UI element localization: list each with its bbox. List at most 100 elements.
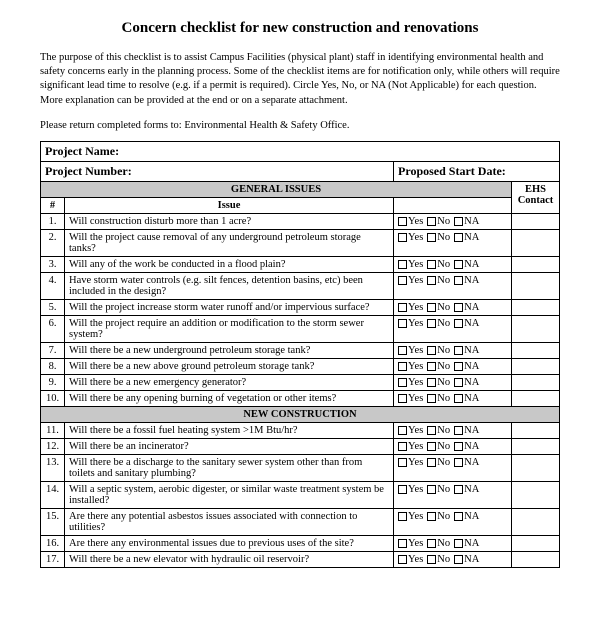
checkbox-na[interactable] (454, 426, 463, 435)
option-no[interactable]: No (427, 425, 450, 436)
checkbox-yes[interactable] (398, 426, 407, 435)
ehs-cell[interactable] (512, 229, 560, 256)
option-yes[interactable]: Yes (398, 345, 423, 356)
option-no[interactable]: No (427, 361, 450, 372)
checkbox-no[interactable] (427, 394, 436, 403)
checkbox-no[interactable] (427, 362, 436, 371)
checkbox-no[interactable] (427, 319, 436, 328)
option-na[interactable]: NA (454, 441, 479, 452)
checkbox-yes[interactable] (398, 458, 407, 467)
ehs-cell[interactable] (512, 481, 560, 508)
option-na[interactable]: NA (454, 259, 479, 270)
option-yes[interactable]: Yes (398, 554, 423, 565)
ehs-cell[interactable] (512, 454, 560, 481)
option-yes[interactable]: Yes (398, 275, 423, 286)
option-yes[interactable]: Yes (398, 259, 423, 270)
option-no[interactable]: No (427, 232, 450, 243)
option-no[interactable]: No (427, 259, 450, 270)
checkbox-no[interactable] (427, 233, 436, 242)
ehs-cell[interactable] (512, 438, 560, 454)
checkbox-yes[interactable] (398, 217, 407, 226)
option-yes[interactable]: Yes (398, 425, 423, 436)
checkbox-no[interactable] (427, 539, 436, 548)
option-yes[interactable]: Yes (398, 484, 423, 495)
ehs-cell[interactable] (512, 390, 560, 406)
checkbox-yes[interactable] (398, 555, 407, 564)
option-na[interactable]: NA (454, 484, 479, 495)
checkbox-na[interactable] (454, 319, 463, 328)
project-number-cell[interactable]: Project Number: (41, 161, 394, 181)
checkbox-no[interactable] (427, 555, 436, 564)
option-na[interactable]: NA (454, 393, 479, 404)
ehs-cell[interactable] (512, 213, 560, 229)
option-no[interactable]: No (427, 318, 450, 329)
option-na[interactable]: NA (454, 511, 479, 522)
option-no[interactable]: No (427, 484, 450, 495)
checkbox-na[interactable] (454, 233, 463, 242)
option-no[interactable]: No (427, 511, 450, 522)
checkbox-na[interactable] (454, 539, 463, 548)
ehs-cell[interactable] (512, 422, 560, 438)
option-na[interactable]: NA (454, 216, 479, 227)
ehs-cell[interactable] (512, 272, 560, 299)
option-yes[interactable]: Yes (398, 377, 423, 388)
option-na[interactable]: NA (454, 361, 479, 372)
option-yes[interactable]: Yes (398, 538, 423, 549)
option-yes[interactable]: Yes (398, 441, 423, 452)
option-no[interactable]: No (427, 377, 450, 388)
checkbox-yes[interactable] (398, 233, 407, 242)
checkbox-na[interactable] (454, 394, 463, 403)
option-na[interactable]: NA (454, 377, 479, 388)
checkbox-no[interactable] (427, 276, 436, 285)
checkbox-yes[interactable] (398, 260, 407, 269)
option-yes[interactable]: Yes (398, 393, 423, 404)
checkbox-yes[interactable] (398, 485, 407, 494)
option-na[interactable]: NA (454, 232, 479, 243)
checkbox-yes[interactable] (398, 442, 407, 451)
option-no[interactable]: No (427, 538, 450, 549)
checkbox-yes[interactable] (398, 378, 407, 387)
option-no[interactable]: No (427, 554, 450, 565)
checkbox-yes[interactable] (398, 319, 407, 328)
checkbox-na[interactable] (454, 378, 463, 387)
option-na[interactable]: NA (454, 554, 479, 565)
option-yes[interactable]: Yes (398, 232, 423, 243)
checkbox-na[interactable] (454, 346, 463, 355)
option-yes[interactable]: Yes (398, 302, 423, 313)
checkbox-no[interactable] (427, 426, 436, 435)
checkbox-no[interactable] (427, 378, 436, 387)
checkbox-no[interactable] (427, 442, 436, 451)
checkbox-no[interactable] (427, 512, 436, 521)
checkbox-yes[interactable] (398, 394, 407, 403)
proposed-start-cell[interactable]: Proposed Start Date: (394, 161, 560, 181)
option-no[interactable]: No (427, 457, 450, 468)
option-yes[interactable]: Yes (398, 511, 423, 522)
ehs-cell[interactable] (512, 535, 560, 551)
project-name-cell[interactable]: Project Name: (41, 141, 560, 161)
checkbox-no[interactable] (427, 346, 436, 355)
checkbox-na[interactable] (454, 276, 463, 285)
ehs-cell[interactable] (512, 299, 560, 315)
option-yes[interactable]: Yes (398, 216, 423, 227)
option-na[interactable]: NA (454, 275, 479, 286)
checkbox-yes[interactable] (398, 303, 407, 312)
option-na[interactable]: NA (454, 538, 479, 549)
option-no[interactable]: No (427, 302, 450, 313)
ehs-cell[interactable] (512, 315, 560, 342)
option-no[interactable]: No (427, 216, 450, 227)
ehs-cell[interactable] (512, 374, 560, 390)
option-na[interactable]: NA (454, 425, 479, 436)
checkbox-no[interactable] (427, 303, 436, 312)
checkbox-no[interactable] (427, 260, 436, 269)
checkbox-na[interactable] (454, 555, 463, 564)
option-yes[interactable]: Yes (398, 361, 423, 372)
ehs-cell[interactable] (512, 508, 560, 535)
option-yes[interactable]: Yes (398, 457, 423, 468)
checkbox-na[interactable] (454, 260, 463, 269)
option-no[interactable]: No (427, 393, 450, 404)
checkbox-na[interactable] (454, 362, 463, 371)
option-na[interactable]: NA (454, 345, 479, 356)
checkbox-na[interactable] (454, 442, 463, 451)
ehs-cell[interactable] (512, 342, 560, 358)
checkbox-yes[interactable] (398, 276, 407, 285)
